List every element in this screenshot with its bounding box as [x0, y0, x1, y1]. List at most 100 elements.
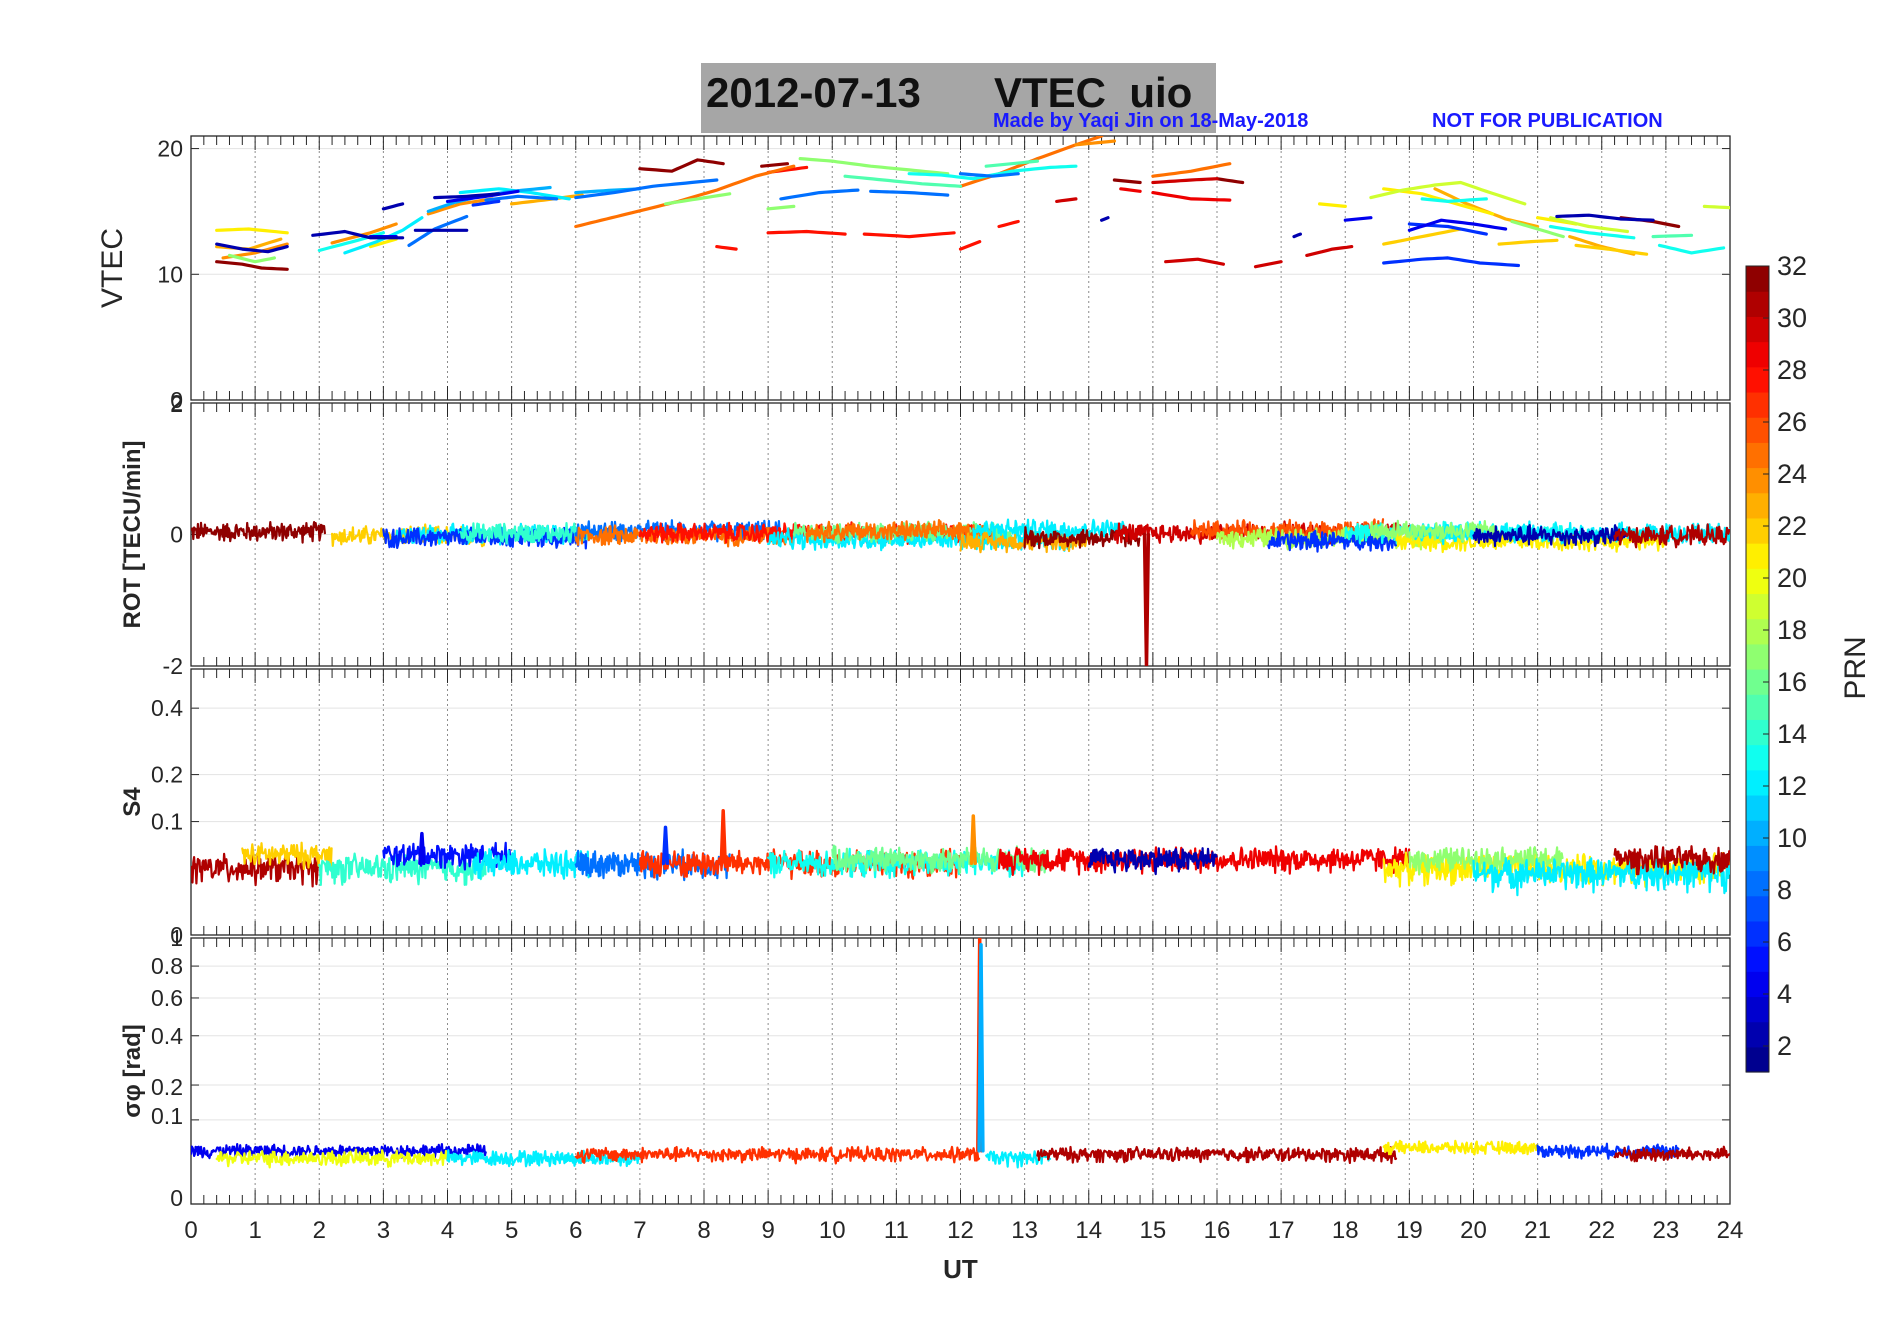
x-tick-label: 11 [884, 1217, 909, 1244]
sigma_phi-ytick-label: 0.6 [151, 985, 183, 1011]
colorbar-swatch [1746, 870, 1769, 897]
vtec-series-prn-8 [958, 172, 1020, 178]
colorbar-swatch [1746, 467, 1769, 494]
colorbar-swatch [1746, 820, 1769, 846]
colorbar-swatch [1746, 492, 1769, 519]
x-tick-label: 12 [947, 1217, 974, 1244]
x-tick-label: 17 [1268, 1217, 1295, 1244]
vtec-series-prn-22 [1497, 238, 1559, 246]
colorbar-tick-label: 26 [1777, 407, 1807, 437]
s4-spike-prn-4 [418, 831, 426, 866]
x-tick-label: 2 [313, 1217, 326, 1244]
vtec-series-prn-19 [1369, 180, 1527, 206]
x-tick-label: 19 [1396, 1217, 1423, 1244]
colorbar-tick-label: 8 [1777, 875, 1792, 905]
s4-spike-prn-6 [661, 825, 670, 866]
s4-series-prn-12 [472, 848, 590, 880]
vtec-series-prn-19 [1702, 204, 1730, 210]
x-tick-label: 20 [1460, 1217, 1487, 1244]
colorbar-swatch [1746, 946, 1769, 972]
sigma_phi-ylabel: σφ [rad] [119, 1024, 146, 1118]
vtec-series-prn-24 [330, 222, 398, 245]
vtec-series-prn-22 [1382, 227, 1463, 246]
vtec-series-prn-32 [215, 260, 289, 271]
x-axis-label: UT [943, 1254, 978, 1284]
vtec-series-prn-15 [984, 159, 1039, 168]
sigma_phi-series-prn-20 [215, 1148, 448, 1169]
colorbar-tick-label: 20 [1777, 563, 1807, 593]
colorbar-swatch [1746, 1021, 1769, 1048]
rot-series-prn-6 [1267, 529, 1398, 553]
colorbar-swatch [1746, 1046, 1769, 1073]
vtec-plot-area [215, 136, 1730, 271]
vtec-series-prn-4 [1343, 216, 1373, 222]
rot-plot-area [191, 518, 1730, 666]
sigma_phi-series-prn-31 [1613, 1145, 1730, 1163]
colorbar-swatch [1746, 517, 1769, 544]
colorbar-swatch [1746, 895, 1769, 922]
sigma_phi-series-prn-12 [446, 1149, 641, 1168]
rot-ytick-label: 2 [170, 390, 183, 416]
colorbar-swatch [1746, 417, 1769, 443]
vtec-series-prn-22 [1574, 243, 1649, 256]
rot-spike-prn-31 [1142, 532, 1151, 666]
colorbar-tick-label: 12 [1777, 771, 1807, 801]
colorbar-frame [1745, 265, 1770, 1073]
vtec-series-prn-6 [1382, 256, 1520, 268]
vtec-series-prn-2 [381, 202, 405, 211]
x-tick-label: 14 [1075, 1217, 1102, 1244]
vtec-series-prn-4 [1407, 218, 1508, 232]
vtec-series-prn-28 [862, 231, 956, 239]
vtec-series-prn-28 [715, 245, 738, 251]
vtec-ytick-label: 10 [157, 261, 183, 287]
sigma_phi-ytick-label: 0.1 [151, 1103, 183, 1129]
x-tick-label: 3 [377, 1217, 390, 1244]
s4-series-prn-17 [1408, 846, 1564, 877]
colorbar-swatch [1746, 643, 1769, 670]
vtec-series-prn-21 [1318, 202, 1347, 208]
vtec-series-prn-8 [484, 194, 559, 202]
sigma_phi-spike-prn-10 [977, 942, 985, 1153]
colorbar-tick-label: 16 [1777, 667, 1807, 697]
s4-series-prn-14 [318, 852, 487, 886]
vtec-series-prn-24 [1074, 139, 1116, 147]
x-tick-label: 21 [1524, 1217, 1551, 1244]
s4-series-prn-12 [1472, 857, 1730, 897]
sigma_phi-series-prn-4 [191, 1143, 487, 1160]
colorbar-swatch [1746, 920, 1769, 947]
x-tick-label: 13 [1011, 1217, 1038, 1244]
vtec-series-prn-32 [1215, 177, 1245, 185]
vtec-series-prn-2 [1292, 232, 1302, 239]
x-tick-label: 24 [1717, 1217, 1744, 1244]
vtec-series-prn-2 [215, 242, 289, 254]
vtec-series-prn-2 [433, 192, 501, 200]
colorbar-tick-label: 4 [1777, 979, 1792, 1009]
vtec-series-prn-13 [1657, 243, 1726, 255]
colorbar-swatch [1746, 568, 1769, 595]
colorbar-swatch [1746, 719, 1769, 746]
s4-ytick-label: 0.1 [151, 809, 183, 835]
vtec-series-prn-8 [407, 214, 469, 247]
vtec-series-prn-21 [215, 227, 289, 235]
vtec-series-prn-2 [1555, 213, 1655, 222]
sigma_phi-ytick-label: 0.8 [151, 953, 183, 979]
vtec-series-prn-21 [368, 237, 398, 249]
vtec-series-prn-13 [1548, 224, 1636, 240]
colorbar-swatch [1746, 971, 1769, 998]
colorbar-tick-label: 22 [1777, 511, 1807, 541]
vtec-series-prn-13 [1420, 197, 1488, 203]
colorbar-swatch [1746, 442, 1769, 469]
title-box: 2012-07-13 VTEC uio [701, 63, 1216, 133]
x-tick-label: 10 [819, 1217, 846, 1244]
vtec-ylabel: VTEC [96, 228, 129, 308]
colorbar-tick-label: 32 [1777, 251, 1807, 281]
sigma_phi-series-prn-31 [1036, 1145, 1398, 1165]
vtec-series-prn-6 [471, 199, 501, 207]
vtec-series-prn-19 [1548, 216, 1629, 234]
title-date: 2012-07-13 [706, 69, 921, 116]
colorbar-swatch [1746, 593, 1769, 620]
colorbar-swatch [1746, 391, 1769, 418]
vtec-series-prn-2 [311, 229, 405, 240]
x-tick-label: 8 [697, 1217, 710, 1244]
colorbar-swatch [1746, 669, 1769, 695]
